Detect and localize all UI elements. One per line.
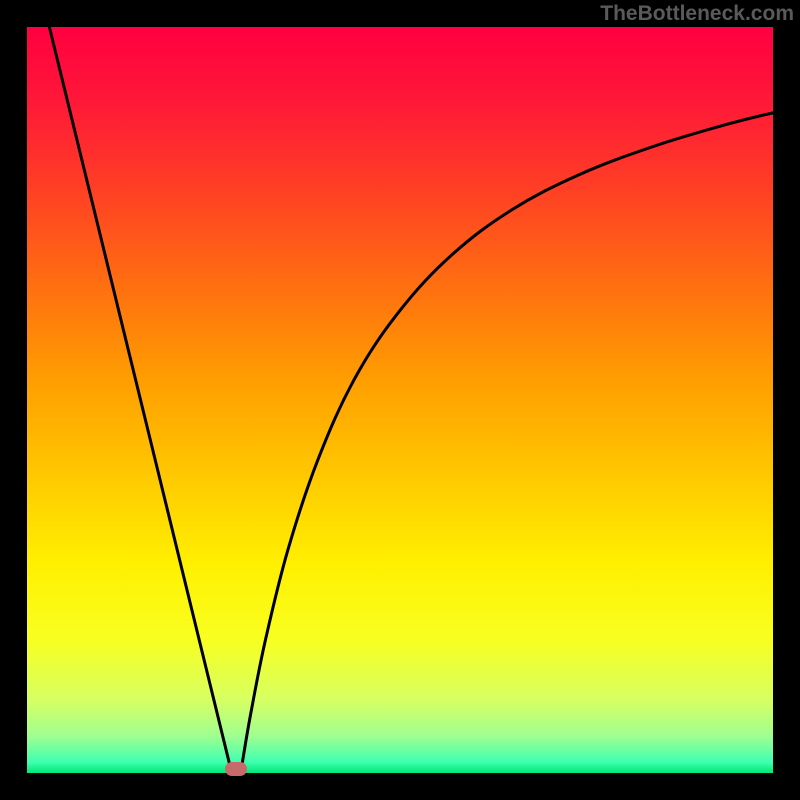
plot-area: [27, 27, 773, 773]
watermark-text: TheBottleneck.com: [600, 2, 794, 26]
curve-ascending: [242, 113, 773, 766]
curve-layer: [27, 27, 773, 773]
chart-container: { "watermark": { "text": "TheBottleneck.…: [0, 0, 800, 800]
optimal-point-marker: [225, 762, 247, 776]
curve-descending: [49, 27, 230, 766]
